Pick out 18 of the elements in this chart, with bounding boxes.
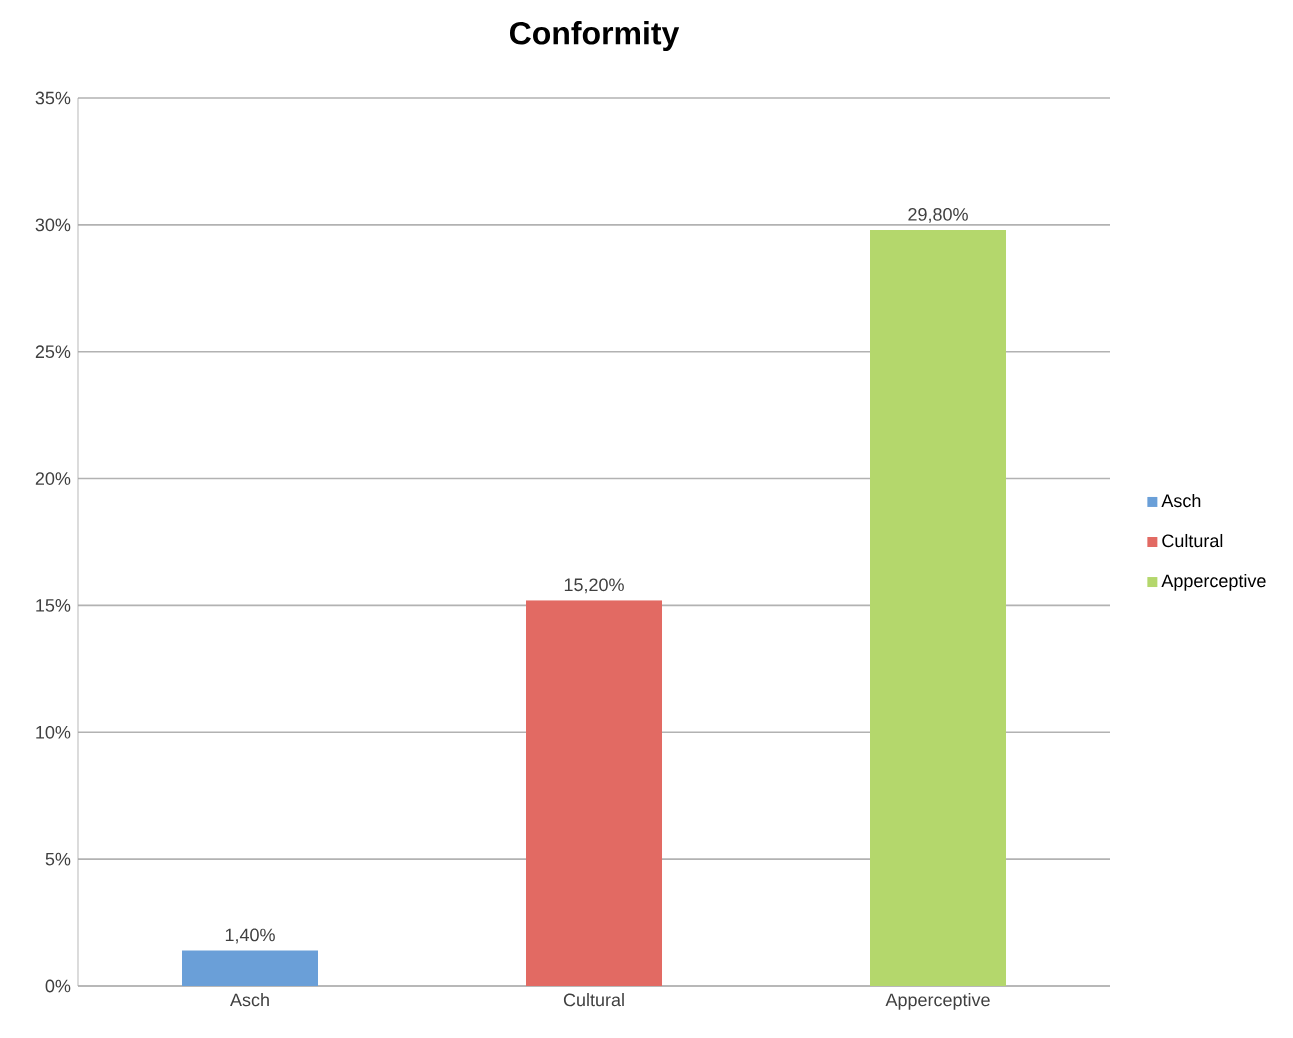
y-tick-label: 20% — [35, 472, 71, 485]
y-tick-label: 35% — [35, 91, 71, 105]
x-tick-label: Apperceptive — [885, 993, 990, 1010]
y-tick-label: 25% — [35, 345, 71, 359]
legend-label: Apperceptive — [1161, 574, 1266, 591]
y-tick-label: 0% — [45, 979, 71, 993]
x-tick-label: Cultural — [563, 993, 624, 1007]
chart-title: Conformity — [509, 21, 680, 51]
legend-label: Asch — [1161, 493, 1201, 508]
legend-label: Cultural — [1162, 533, 1223, 548]
data-label: 29,80% — [908, 207, 968, 223]
data-label: 15,20% — [564, 578, 624, 594]
y-tick-label: 10% — [36, 725, 71, 739]
y-tick-label: 15% — [36, 599, 71, 612]
y-tick-label: 5% — [45, 852, 71, 866]
data-label: 1,40% — [225, 928, 275, 944]
y-tick-label: 30% — [35, 218, 71, 232]
x-tick-label: Asch — [230, 993, 269, 1007]
